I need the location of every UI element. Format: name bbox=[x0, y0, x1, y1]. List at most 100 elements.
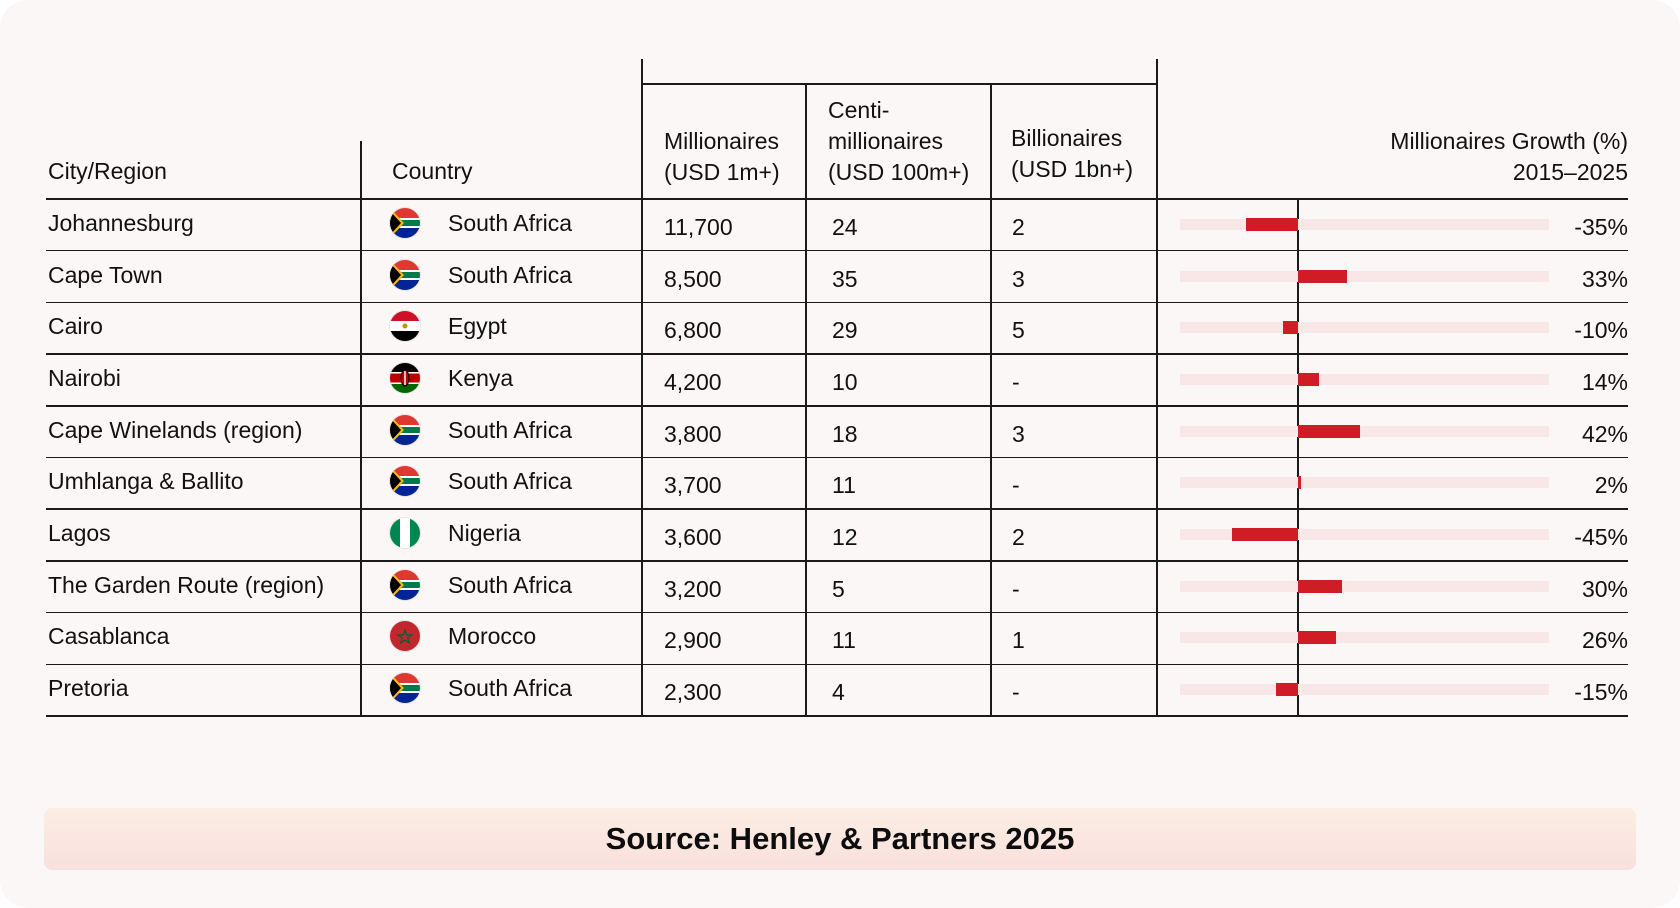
country-cell: Egypt bbox=[448, 313, 507, 340]
column-divider bbox=[805, 457, 807, 510]
column-divider bbox=[1156, 612, 1158, 665]
column-divider bbox=[1156, 664, 1158, 716]
growth-bar bbox=[1231, 528, 1299, 542]
growth-track bbox=[1180, 580, 1549, 592]
column-divider bbox=[641, 664, 643, 716]
header-city: City/Region bbox=[48, 158, 167, 184]
billionaires-cell: 5 bbox=[1012, 317, 1025, 344]
egypt-flag-icon bbox=[390, 311, 420, 342]
growth-label: 42% bbox=[1581, 420, 1628, 447]
billionaires-cell: 3 bbox=[1012, 265, 1025, 292]
city-cell: Umhlanga & Ballito bbox=[48, 468, 244, 495]
growth-bar bbox=[1298, 269, 1347, 283]
column-divider bbox=[990, 199, 992, 251]
growth-bar bbox=[1298, 579, 1343, 593]
country-cell: South Africa bbox=[448, 209, 573, 236]
country-cell: South Africa bbox=[448, 675, 573, 702]
south-africa-flag-icon bbox=[390, 466, 420, 497]
millionaires-cell: 2,900 bbox=[664, 627, 722, 654]
column-divider bbox=[1156, 560, 1158, 613]
column-divider bbox=[805, 612, 807, 665]
header-millionaires: Millionaires (USD 1m+) bbox=[664, 128, 780, 185]
column-divider bbox=[360, 612, 362, 665]
source-banner: Source: Henley & Partners 2025 bbox=[44, 808, 1636, 870]
millionaires-cell: 4,200 bbox=[664, 368, 722, 395]
south-africa-flag-icon bbox=[390, 207, 420, 238]
billionaires-cell: 2 bbox=[1012, 213, 1025, 240]
centi-millionaires-cell: 4 bbox=[832, 679, 845, 706]
header-group-top-line bbox=[641, 83, 1156, 85]
column-divider bbox=[641, 509, 643, 561]
growth-track bbox=[1180, 373, 1549, 385]
city-cell: Pretoria bbox=[48, 675, 129, 702]
column-divider bbox=[641, 250, 643, 303]
row-divider bbox=[46, 405, 1628, 407]
centi-millionaires-cell: 11 bbox=[832, 472, 856, 499]
header-divider bbox=[641, 59, 643, 199]
south-africa-flag-icon bbox=[390, 569, 420, 600]
header-bottom-line bbox=[46, 198, 1628, 200]
source-text: Source: Henley & Partners 2025 bbox=[605, 821, 1075, 856]
growth-track bbox=[1180, 684, 1549, 696]
column-divider bbox=[1156, 199, 1158, 251]
header-billionaires: Billionaires (USD 1bn+) bbox=[1011, 125, 1134, 182]
centi-millionaires-cell: 35 bbox=[832, 265, 858, 292]
column-divider bbox=[805, 560, 807, 613]
column-divider bbox=[1156, 457, 1158, 510]
row-divider bbox=[46, 353, 1628, 355]
city-cell: Casablanca bbox=[48, 623, 170, 650]
city-cell: Cape Town bbox=[48, 261, 163, 288]
growth-bar bbox=[1246, 217, 1299, 231]
nigeria-flag-icon bbox=[390, 518, 420, 549]
country-cell: South Africa bbox=[448, 468, 573, 495]
centi-millionaires-cell: 18 bbox=[832, 420, 858, 447]
billionaires-cell: 3 bbox=[1012, 420, 1025, 447]
millionaires-cell: 3,600 bbox=[664, 524, 722, 551]
column-divider bbox=[1156, 302, 1158, 355]
growth-label: 14% bbox=[1581, 368, 1628, 395]
growth-track bbox=[1180, 477, 1549, 489]
row-divider bbox=[46, 456, 1628, 459]
morocco-flag-icon bbox=[390, 621, 420, 652]
column-divider bbox=[360, 302, 362, 355]
growth-track bbox=[1180, 632, 1549, 644]
growth-track bbox=[1180, 425, 1549, 437]
billionaires-cell: - bbox=[1012, 679, 1020, 706]
column-divider bbox=[360, 405, 362, 458]
column-divider bbox=[805, 664, 807, 716]
growth-bar bbox=[1298, 424, 1361, 438]
growth-label: -15% bbox=[1574, 679, 1628, 706]
millionaires-cell: 3,200 bbox=[664, 575, 722, 602]
header-divider bbox=[360, 141, 362, 199]
billionaires-cell: - bbox=[1012, 368, 1020, 395]
column-divider bbox=[641, 199, 643, 251]
column-divider bbox=[360, 560, 362, 613]
column-divider bbox=[990, 354, 992, 406]
growth-track bbox=[1180, 322, 1549, 334]
column-divider bbox=[805, 354, 807, 406]
column-divider bbox=[990, 560, 992, 613]
country-cell: South Africa bbox=[448, 261, 573, 288]
column-divider bbox=[1156, 354, 1158, 406]
millionaires-cell: 2,300 bbox=[664, 679, 722, 706]
header-country: Country bbox=[392, 158, 473, 184]
country-cell: Morocco bbox=[448, 623, 537, 650]
row-divider bbox=[46, 715, 1628, 717]
column-divider bbox=[641, 405, 643, 458]
column-divider bbox=[641, 560, 643, 613]
growth-label: -10% bbox=[1574, 317, 1628, 344]
column-divider bbox=[805, 302, 807, 355]
centi-millionaires-cell: 10 bbox=[832, 368, 858, 395]
row-divider bbox=[46, 611, 1628, 614]
growth-bar bbox=[1298, 372, 1319, 386]
column-divider bbox=[990, 302, 992, 355]
column-divider bbox=[990, 250, 992, 303]
centi-millionaires-cell: 11 bbox=[832, 627, 856, 654]
city-cell: The Garden Route (region) bbox=[48, 571, 325, 598]
column-divider bbox=[360, 199, 362, 251]
growth-bar bbox=[1298, 631, 1337, 645]
column-divider bbox=[990, 612, 992, 665]
city-cell: Cape Winelands (region) bbox=[48, 416, 303, 443]
country-cell: Nigeria bbox=[448, 520, 521, 547]
south-africa-flag-icon bbox=[390, 259, 420, 290]
